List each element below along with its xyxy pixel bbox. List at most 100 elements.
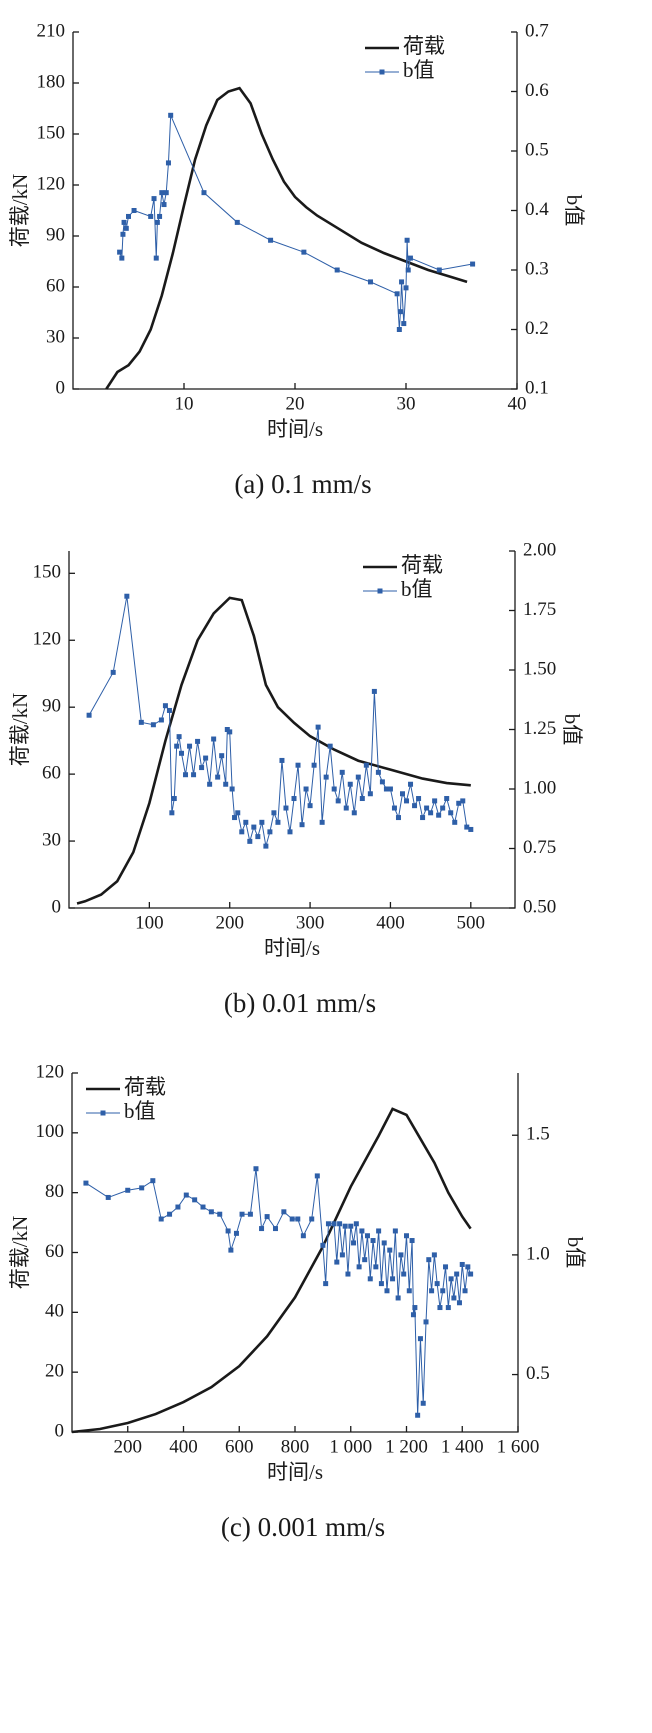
marker	[448, 810, 454, 816]
x-tick-label: 400	[169, 1436, 198, 1457]
marker	[395, 1295, 401, 1301]
marker	[263, 843, 269, 849]
marker	[363, 762, 369, 768]
caption: (a) 0.1 mm/s	[234, 469, 371, 499]
marker	[468, 1271, 474, 1277]
marker	[124, 593, 130, 599]
y2-axis-label: b值	[563, 1237, 587, 1269]
marker	[404, 798, 410, 804]
y-tick-label: 60	[45, 1241, 64, 1262]
y-tick-label: 80	[45, 1181, 64, 1202]
y2-tick-label: 1.0	[526, 1243, 550, 1264]
marker	[465, 1264, 471, 1270]
marker	[211, 736, 217, 742]
marker	[247, 1211, 253, 1217]
marker	[289, 1216, 295, 1222]
marker	[319, 819, 325, 825]
series-line	[85, 1168, 472, 1416]
marker	[126, 213, 131, 219]
y2-tick-label: 1.00	[523, 777, 556, 798]
marker	[401, 1271, 407, 1277]
marker	[398, 1252, 404, 1258]
marker	[373, 1264, 379, 1270]
x-axis-label: 时间/s	[264, 936, 320, 960]
marker	[456, 1300, 462, 1306]
plot: 100 200 300 400 500 0 30 60 90 120 150 0.50 0.75 1.00…	[8, 539, 584, 1018]
marker	[271, 810, 277, 816]
marker	[295, 1216, 301, 1222]
marker	[131, 208, 137, 213]
marker	[323, 1281, 329, 1287]
marker	[436, 812, 442, 818]
marker	[165, 160, 171, 166]
marker	[331, 786, 337, 792]
marker	[138, 719, 144, 725]
marker	[229, 786, 235, 792]
marker	[168, 112, 174, 118]
marker	[375, 769, 381, 775]
marker	[272, 1226, 278, 1232]
marker	[162, 703, 168, 709]
marker	[376, 1228, 382, 1234]
y2-tick-label: 2.00	[523, 539, 556, 560]
y-tick-label: 120	[36, 1061, 65, 1082]
legend-label: 荷载	[401, 553, 443, 577]
marker	[283, 805, 289, 811]
marker	[426, 1257, 432, 1263]
marker	[445, 1305, 451, 1311]
y-tick-label: 150	[33, 562, 62, 583]
y2-tick-label: 0.50	[523, 896, 556, 917]
marker	[291, 796, 297, 802]
marker	[153, 255, 159, 261]
marker	[437, 1305, 443, 1311]
marker	[309, 1216, 315, 1222]
y-tick-label: 0	[56, 377, 66, 398]
y2-tick-label: 0.6	[525, 80, 549, 101]
marker	[407, 255, 413, 261]
marker	[227, 729, 233, 735]
marker	[86, 712, 92, 718]
marker	[323, 774, 329, 780]
marker	[381, 1240, 387, 1246]
marker	[378, 1281, 384, 1287]
marker	[410, 1312, 416, 1318]
y-tick-label: 120	[33, 629, 62, 650]
marker	[460, 798, 466, 804]
marker	[399, 791, 405, 797]
marker	[307, 803, 313, 809]
marker	[379, 779, 385, 785]
marker	[362, 1257, 368, 1263]
marker	[150, 1178, 156, 1184]
marker	[267, 829, 273, 835]
y-axis-label: 荷载/kN	[8, 174, 32, 248]
marker	[462, 1288, 468, 1294]
marker	[403, 285, 409, 291]
marker	[219, 753, 225, 759]
marker	[429, 1288, 435, 1294]
marker	[158, 1216, 164, 1222]
x-tick-label: 500	[457, 912, 486, 933]
y-tick-label: 30	[42, 829, 61, 850]
x-tick-label: 10	[175, 393, 194, 414]
x-axis-label: 时间/s	[267, 417, 323, 441]
y-tick-label: 0	[52, 896, 62, 917]
marker	[175, 1204, 181, 1210]
marker	[391, 805, 397, 811]
marker	[187, 743, 193, 749]
marker	[359, 1228, 365, 1234]
y-tick-label: 120	[37, 173, 66, 194]
y2-tick-label: 1.25	[523, 718, 556, 739]
legend-marker	[100, 1110, 106, 1116]
marker	[199, 765, 205, 771]
marker	[123, 225, 129, 231]
y2-tick-label: 0.2	[525, 318, 549, 339]
marker	[367, 791, 373, 797]
marker	[428, 810, 434, 816]
y-tick-label: 40	[45, 1301, 64, 1322]
y2-tick-label: 1.50	[523, 658, 556, 679]
marker	[423, 1319, 429, 1325]
y-tick-label: 150	[37, 122, 66, 143]
marker	[279, 757, 285, 763]
marker	[251, 824, 257, 830]
marker	[239, 1211, 245, 1217]
